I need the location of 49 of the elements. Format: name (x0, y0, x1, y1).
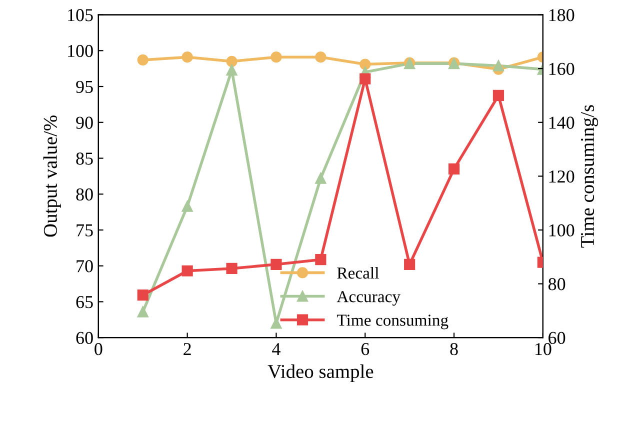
point (137, 290, 148, 301)
y2-tick-label: 180 (549, 9, 574, 22)
point (270, 258, 282, 270)
y2-tick-label: 140 (549, 116, 574, 129)
x-tick-label: 6 (361, 343, 370, 356)
point (492, 60, 504, 72)
point (315, 172, 326, 184)
point (360, 58, 371, 70)
legend-label: Accuracy (336, 291, 400, 306)
point (226, 64, 238, 76)
point (448, 163, 460, 174)
point (492, 90, 504, 102)
x-tick-label: 0 (94, 342, 102, 356)
y-tick-label: 60 (76, 332, 93, 344)
point (360, 73, 371, 84)
point (315, 52, 326, 63)
point (270, 52, 282, 63)
y-tick-label: 85 (76, 152, 93, 165)
y2-tick-label: 60 (548, 332, 566, 344)
x-tick-label: 2 (184, 343, 191, 355)
y-tick-label: 90 (76, 116, 93, 129)
point (182, 200, 193, 212)
point (226, 56, 238, 67)
point (182, 265, 193, 276)
y2-tick-label: 80 (548, 278, 566, 290)
y-tick-label: 80 (76, 188, 93, 201)
y-tick-label: 100 (68, 44, 93, 58)
point (182, 52, 193, 63)
point (315, 254, 326, 266)
x-tick-label: 8 (450, 342, 458, 356)
point (404, 258, 416, 270)
y2-tick-label: 120 (549, 170, 574, 183)
y-tick-label: 95 (76, 80, 93, 93)
y-tick-label: 70 (76, 260, 93, 272)
point (226, 262, 238, 274)
y-axis-title: Output value/% (43, 116, 61, 237)
point (137, 54, 148, 66)
y-tick-label: 65 (76, 296, 93, 308)
legend-label: Time consuming (336, 314, 448, 330)
point (137, 306, 148, 318)
x-tick-label: 4 (272, 343, 280, 355)
y-tick-label: 75 (76, 224, 93, 236)
y2-tick-label: 100 (549, 224, 574, 236)
y-tick-label: 105 (68, 9, 93, 22)
x-axis-title: Video sample (268, 364, 374, 382)
legend-label: Recall (337, 266, 379, 279)
x-tick-label: 10 (535, 342, 552, 356)
y2-tick-label: 160 (549, 62, 574, 76)
y2-axis-title: Time consuming/s (580, 105, 598, 248)
